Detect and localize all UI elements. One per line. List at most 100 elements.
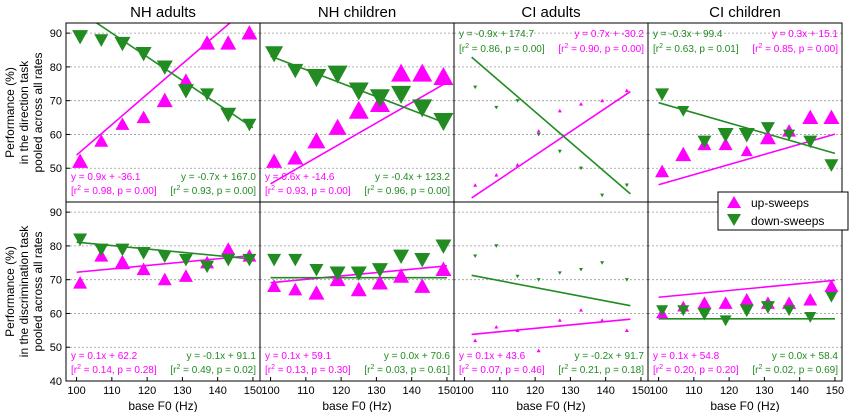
down-sweep-marker xyxy=(803,135,818,149)
down-sweep-marker xyxy=(557,149,562,154)
up-sweep-marker xyxy=(267,279,282,293)
up-sweep-marker xyxy=(199,35,216,50)
row-ylabel-1: Performance (%) in the discrimination tas… xyxy=(3,225,45,357)
down-sweep-marker xyxy=(435,239,452,254)
up-sweep-marker xyxy=(178,269,193,282)
x-tick-label: 140 xyxy=(596,385,614,397)
x-tick-label: 130 xyxy=(755,385,773,397)
down-sweep-marker xyxy=(783,305,796,317)
down-sweep-marker xyxy=(697,307,712,321)
x-tick-label: 120 xyxy=(138,385,156,397)
down-sweep-marker xyxy=(391,85,412,104)
fit-stats-down: [r2 = 0.02, p = 0.69] xyxy=(752,364,838,376)
down-sweep-marker xyxy=(156,60,173,75)
down-sweep-marker xyxy=(200,88,215,101)
plot-area xyxy=(265,46,454,185)
up-sweep-marker xyxy=(578,102,583,106)
fit-equation-up: y = 0.1x + 43.6 xyxy=(459,351,526,362)
down-sweep-marker xyxy=(783,129,796,141)
x-tick-label: 120 xyxy=(720,385,738,397)
x-tick-label: 100 xyxy=(455,385,473,397)
up-sweep-marker xyxy=(73,276,88,289)
down-sweep-marker xyxy=(515,274,520,279)
y-tick-label: 70 xyxy=(50,275,62,287)
y-tick-label: 90 xyxy=(50,207,62,219)
fit-stats-down: [r2 = 0.49, p = 0.02] xyxy=(170,364,256,376)
row-ylabel-0: Performance (%) in the direction task pool… xyxy=(3,52,45,172)
down-sweep-marker xyxy=(760,301,775,314)
down-sweep-marker xyxy=(473,85,478,90)
up-sweep-marker xyxy=(578,308,583,312)
down-sweep-marker xyxy=(536,132,541,137)
down-sweep-marker xyxy=(578,267,583,272)
down-sweep-marker xyxy=(600,261,605,265)
x-tick-label: 100 xyxy=(261,385,279,397)
up-sweep-marker xyxy=(114,254,131,270)
x-tick-label: 130 xyxy=(173,385,191,397)
down-sweep-marker xyxy=(94,34,109,47)
legend-down-marker xyxy=(727,214,741,226)
down-sweep-marker xyxy=(473,254,478,259)
fit-stats-down: [r2 = 0.03, p = 0.61] xyxy=(364,364,450,376)
legend: up-sweeps down-sweeps xyxy=(717,191,849,231)
x-tick-label: 110 xyxy=(491,385,509,397)
panel-0-0: y = 0.9x + -36.1 [r2 = 0.98, p = 0.00] y =… xyxy=(50,22,261,203)
up-sweep-marker xyxy=(803,292,818,306)
x-tick-label: 110 xyxy=(297,385,315,397)
fit-stats-down: [r2 = 0.21, p = 0.18] xyxy=(558,364,644,376)
up-sweep-marker xyxy=(157,272,172,286)
y-tick-label: 50 xyxy=(50,163,62,175)
up-sweep-marker xyxy=(675,146,692,162)
fit-stats-down: [r2 = 0.96, p = 0.00] xyxy=(364,185,450,197)
fit-equation-down: y = -0.1x + 91.1 xyxy=(187,351,257,362)
fit-stats-up: [r2 = 0.20, p = 0.20] xyxy=(653,364,739,376)
ylabel-line: pooled across all rates xyxy=(31,52,45,172)
up-sweep-marker xyxy=(718,296,733,309)
fit-stats-up: [r2 = 0.14, p = 0.28] xyxy=(71,364,157,376)
up-sweep-marker xyxy=(433,67,454,86)
fit-equation-down: y = -0.7x + 167.0 xyxy=(181,172,256,183)
ylabel-line: pooled across all rates xyxy=(31,231,45,351)
panel-1-2: y = 0.1x + 43.6 [r2 = 0.07, p = 0.46] y = … xyxy=(453,201,650,412)
fit-equation-up: y = 0.3x + 15.1 xyxy=(772,29,839,40)
plot-area xyxy=(471,244,631,353)
up-sweep-marker xyxy=(288,282,303,296)
down-sweep-marker xyxy=(242,118,257,132)
up-sweep-marker xyxy=(115,117,130,130)
fit-up-line xyxy=(658,133,836,186)
y-tick-label: 70 xyxy=(50,96,62,108)
column-title-nh-children: NH children xyxy=(318,4,396,21)
up-sweep-marker xyxy=(697,296,712,309)
down-sweep-marker xyxy=(72,30,89,45)
down-sweep-marker xyxy=(624,278,629,282)
x-tick-label: 110 xyxy=(685,385,703,397)
fit-equation-down: y = 0.0x + 58.4 xyxy=(772,351,839,362)
down-sweep-marker xyxy=(157,250,172,264)
down-sweep-marker xyxy=(267,253,282,267)
up-sweep-marker xyxy=(600,318,605,322)
x-axis-label: base F0 (Hz) xyxy=(710,399,779,412)
fit-equation-down: y = 0.0x + 70.6 xyxy=(384,351,451,362)
up-sweep-marker xyxy=(515,162,520,167)
down-sweep-marker xyxy=(825,291,838,303)
up-sweep-marker xyxy=(241,25,258,40)
x-tick-label: 140 xyxy=(208,385,226,397)
down-sweep-marker xyxy=(760,122,775,135)
up-sweep-marker xyxy=(307,132,326,149)
down-sweep-marker xyxy=(136,247,151,260)
up-sweep-marker xyxy=(178,73,193,87)
up-sweep-marker xyxy=(220,35,237,50)
fit-stats-up: [r2 = 0.90, p = 0.00] xyxy=(558,43,644,55)
y-tick-label: 80 xyxy=(50,62,62,74)
x-axis-label: base F0 (Hz) xyxy=(322,399,391,412)
up-sweep-marker xyxy=(536,129,541,133)
down-sweep-marker xyxy=(655,88,670,101)
down-sweep-marker xyxy=(73,233,88,247)
up-sweep-marker xyxy=(156,92,173,108)
x-tick-label: 110 xyxy=(103,385,121,397)
up-sweep-marker xyxy=(557,108,562,113)
down-sweep-marker xyxy=(738,128,755,143)
down-sweep-marker xyxy=(115,243,130,257)
x-tick-label: 120 xyxy=(332,385,350,397)
y-tick-label: 40 xyxy=(50,376,62,388)
